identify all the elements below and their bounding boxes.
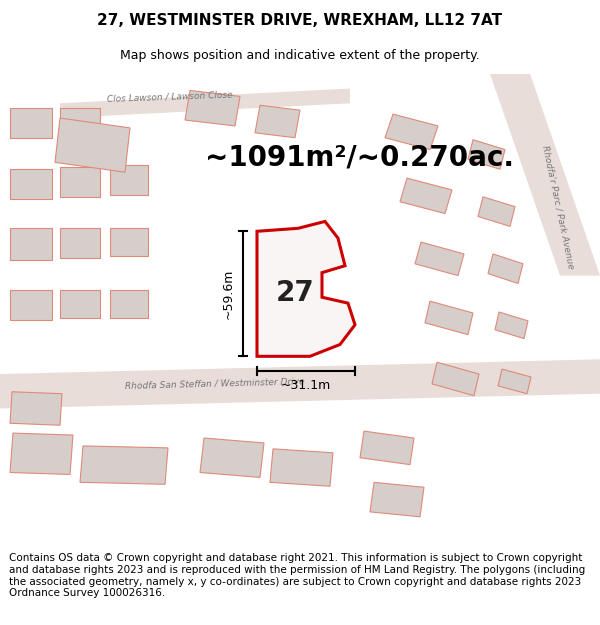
Text: 27: 27 [275,279,314,308]
Polygon shape [60,228,100,258]
Polygon shape [80,446,168,484]
Polygon shape [10,169,52,199]
Text: ~31.1m: ~31.1m [281,379,331,392]
Polygon shape [255,105,300,138]
Polygon shape [110,228,148,256]
Polygon shape [425,301,473,334]
Polygon shape [10,433,73,474]
Polygon shape [495,312,528,339]
Polygon shape [185,91,240,126]
Polygon shape [490,74,600,276]
Polygon shape [270,449,333,486]
Polygon shape [110,291,148,318]
Polygon shape [478,197,515,226]
Polygon shape [400,178,452,214]
Polygon shape [0,359,600,409]
Text: Clos Lawson / Lawson Close: Clos Lawson / Lawson Close [107,90,233,103]
Polygon shape [488,254,523,284]
Polygon shape [10,392,62,425]
Polygon shape [55,118,130,172]
Polygon shape [432,362,479,396]
Polygon shape [10,228,52,260]
Text: ~1091m²/~0.270ac.: ~1091m²/~0.270ac. [205,143,515,171]
Text: ~59.6m: ~59.6m [221,269,235,319]
Text: 27, WESTMINSTER DRIVE, WREXHAM, LL12 7AT: 27, WESTMINSTER DRIVE, WREXHAM, LL12 7AT [97,13,503,28]
Polygon shape [60,108,100,138]
Polygon shape [498,369,531,394]
Polygon shape [60,291,100,318]
Text: Rhodfa San Steffan / Westminster Drive: Rhodfa San Steffan / Westminster Drive [125,377,305,391]
Polygon shape [110,165,148,195]
Text: Rhodfa'r Parc / Park Avenue: Rhodfa'r Parc / Park Avenue [541,144,575,269]
Text: Contains OS data © Crown copyright and database right 2021. This information is : Contains OS data © Crown copyright and d… [9,554,585,598]
Polygon shape [415,242,464,276]
Polygon shape [468,140,505,169]
Polygon shape [385,114,438,149]
Polygon shape [370,482,424,517]
Polygon shape [10,108,52,138]
Polygon shape [257,221,355,356]
Polygon shape [200,438,264,478]
Polygon shape [360,431,414,464]
Text: Map shows position and indicative extent of the property.: Map shows position and indicative extent… [120,49,480,62]
Polygon shape [10,291,52,320]
Polygon shape [60,168,100,197]
Polygon shape [60,89,350,118]
